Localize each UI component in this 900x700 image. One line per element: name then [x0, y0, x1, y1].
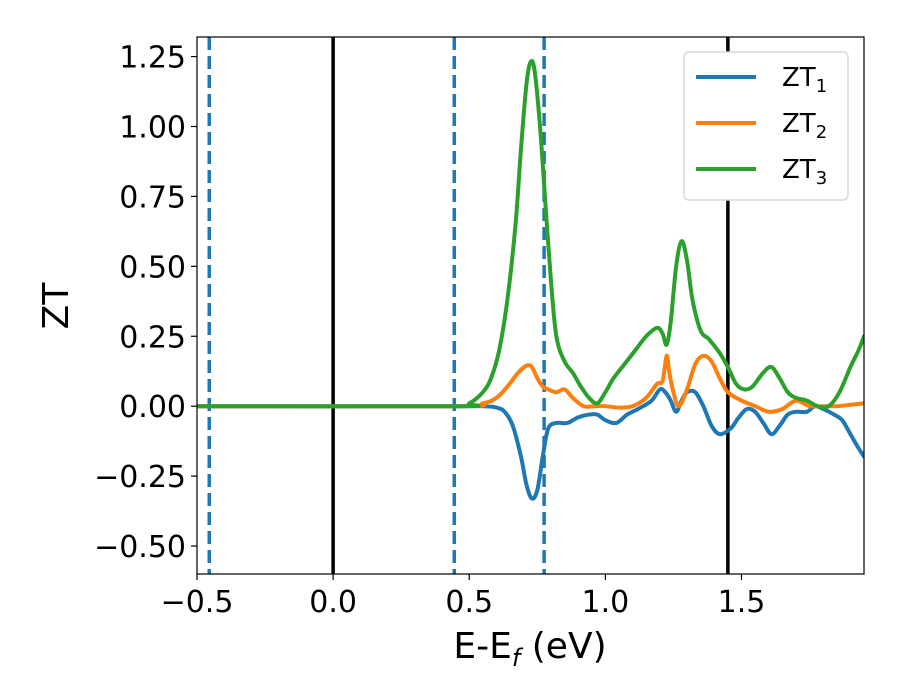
- x-axis-label-unit: (eV): [520, 626, 606, 667]
- x-tick-label-3: 1.0: [582, 585, 630, 620]
- series-line-zt1: [197, 386, 864, 501]
- y-tick-label-0: 1.25: [119, 41, 186, 76]
- y-axis-label: ZT: [36, 282, 77, 330]
- legend-label-zt1: ZT1: [782, 63, 827, 97]
- x-axis-label: E-Ef (eV): [453, 626, 606, 672]
- legend-box: [683, 51, 849, 201]
- y-tick-label-3: 0.50: [119, 250, 186, 285]
- x-tick-label-4: 1.5: [718, 585, 766, 620]
- legend-label-zt2: ZT2: [782, 109, 827, 143]
- x-tick-label-1: 0.0: [309, 585, 357, 620]
- series-line-zt2: [197, 353, 864, 414]
- axes-frame: [196, 36, 865, 575]
- x-axis-label-main: E-E: [453, 626, 511, 667]
- y-tick-label-7: −0.50: [94, 530, 186, 565]
- x-tick-label-0: −0.5: [161, 585, 234, 620]
- x-tick-label-2: 0.5: [445, 585, 493, 620]
- series-line-zt3: [197, 58, 864, 410]
- legend-label-zt3: ZT3: [782, 155, 827, 189]
- y-tick-label-1: 1.00: [119, 111, 186, 146]
- legend: ZT1 ZT2 ZT3: [683, 51, 849, 201]
- y-tick-label-6: −0.25: [94, 460, 186, 495]
- y-tick-label-5: 0.00: [119, 390, 186, 425]
- y-tick-label-4: 0.25: [119, 320, 186, 355]
- y-tick-label-2: 0.75: [119, 180, 186, 215]
